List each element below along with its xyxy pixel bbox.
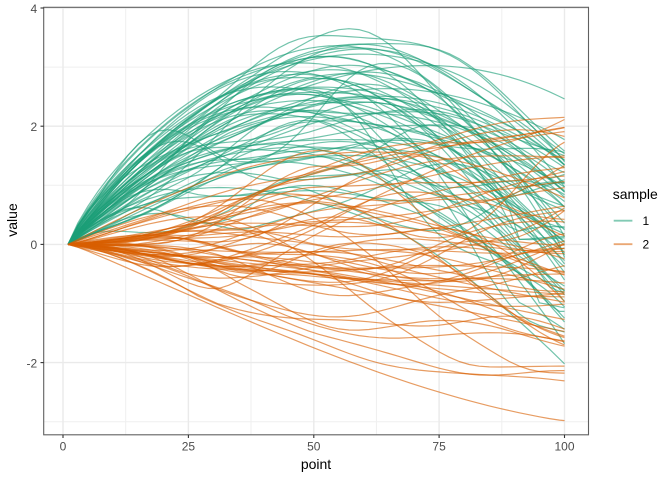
svg-text:value: value (4, 203, 20, 237)
svg-text:50: 50 (307, 440, 321, 454)
svg-text:2: 2 (643, 238, 650, 252)
svg-text:75: 75 (432, 440, 446, 454)
svg-text:-2: -2 (27, 356, 38, 370)
svg-text:25: 25 (182, 440, 196, 454)
svg-text:sample: sample (613, 186, 658, 202)
svg-text:2: 2 (31, 120, 38, 134)
svg-text:4: 4 (31, 2, 38, 16)
svg-text:0: 0 (31, 238, 38, 252)
svg-text:point: point (301, 456, 331, 472)
svg-text:100: 100 (554, 440, 574, 454)
svg-text:1: 1 (643, 214, 650, 228)
svg-text:0: 0 (60, 440, 67, 454)
